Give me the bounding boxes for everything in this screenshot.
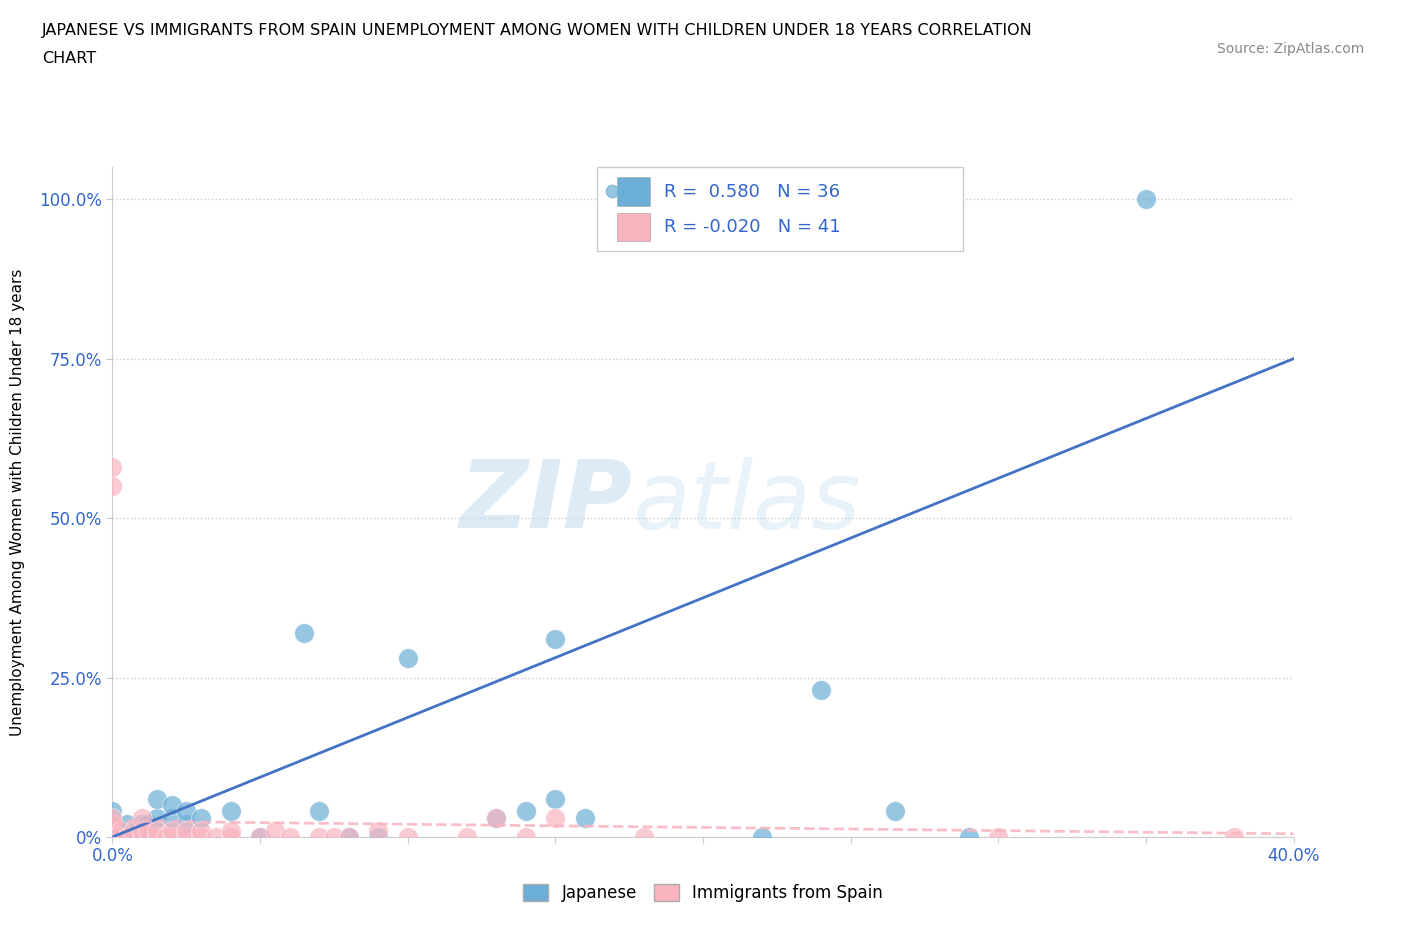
Point	[1350, 214, 1372, 229]
Point	[155, 830, 177, 844]
Point	[101, 823, 124, 838]
Text: Source: ZipAtlas.com: Source: ZipAtlas.com	[1216, 42, 1364, 56]
Point	[396, 830, 419, 844]
Point	[122, 823, 145, 838]
Point	[367, 823, 389, 838]
Point	[160, 830, 183, 844]
Point	[160, 810, 183, 825]
Point	[117, 830, 138, 844]
Text: atlas: atlas	[633, 457, 860, 548]
Point	[264, 823, 287, 838]
Point	[131, 810, 153, 825]
Point	[101, 830, 124, 844]
Point	[136, 823, 159, 838]
Point	[101, 479, 124, 494]
Bar	[617, 213, 650, 241]
Point	[117, 830, 138, 844]
Point	[292, 626, 315, 641]
Point	[515, 830, 537, 844]
Point	[146, 823, 169, 838]
Point	[131, 830, 153, 844]
Point	[174, 823, 197, 838]
Text: R = -0.020   N = 41: R = -0.020 N = 41	[664, 218, 841, 236]
Point	[574, 810, 596, 825]
Point	[278, 830, 301, 844]
Point	[174, 830, 197, 844]
Point	[110, 823, 132, 838]
Point	[515, 804, 537, 819]
Bar	[617, 178, 650, 206]
Point	[160, 798, 183, 813]
Legend: Japanese, Immigrants from Spain: Japanese, Immigrants from Spain	[516, 878, 890, 909]
Point	[107, 830, 129, 844]
Point	[1135, 192, 1157, 206]
Point	[219, 830, 242, 844]
Y-axis label: Unemployment Among Women with Children Under 18 years: Unemployment Among Women with Children U…	[10, 269, 25, 736]
Point	[125, 823, 148, 838]
Point	[367, 830, 389, 844]
Point	[190, 823, 212, 838]
Point	[456, 830, 478, 844]
Point	[131, 823, 153, 838]
Point	[957, 830, 980, 844]
Point	[101, 817, 124, 831]
Point	[101, 459, 124, 474]
Text: JAPANESE VS IMMIGRANTS FROM SPAIN UNEMPLOYMENT AMONG WOMEN WITH CHILDREN UNDER 1: JAPANESE VS IMMIGRANTS FROM SPAIN UNEMPL…	[42, 23, 1033, 38]
Point	[117, 817, 138, 831]
Point	[219, 804, 242, 819]
Point	[136, 817, 159, 831]
Text: CHART: CHART	[42, 51, 96, 66]
Point	[131, 830, 153, 844]
Point	[485, 810, 508, 825]
Point	[146, 830, 169, 844]
Point	[544, 810, 567, 825]
Point	[249, 830, 271, 844]
Point	[485, 810, 508, 825]
Point	[1223, 830, 1246, 844]
Point	[884, 804, 907, 819]
Point	[396, 651, 419, 666]
FancyBboxPatch shape	[596, 167, 963, 251]
Point	[160, 823, 183, 838]
Point	[131, 817, 153, 831]
Point	[101, 804, 124, 819]
Point	[146, 810, 169, 825]
Point	[337, 830, 360, 844]
Point	[219, 823, 242, 838]
Point	[101, 830, 124, 844]
Point	[205, 830, 228, 844]
Point	[101, 810, 124, 825]
Point	[110, 823, 132, 838]
Point	[544, 791, 567, 806]
Text: ZIP: ZIP	[460, 457, 633, 548]
Point	[101, 823, 124, 838]
Point	[633, 830, 655, 844]
Point	[174, 817, 197, 831]
Point	[190, 830, 212, 844]
Text: R =  0.580   N = 36: R = 0.580 N = 36	[664, 182, 839, 201]
Point	[810, 683, 832, 698]
Point	[101, 817, 124, 831]
Point	[987, 830, 1010, 844]
Point	[146, 791, 169, 806]
Point	[190, 810, 212, 825]
Point	[107, 830, 129, 844]
Point	[323, 830, 346, 844]
Point	[544, 631, 567, 646]
Point	[308, 804, 330, 819]
Point	[751, 830, 773, 844]
Point	[308, 830, 330, 844]
Point	[249, 830, 271, 844]
Point	[174, 804, 197, 819]
Point	[337, 830, 360, 844]
